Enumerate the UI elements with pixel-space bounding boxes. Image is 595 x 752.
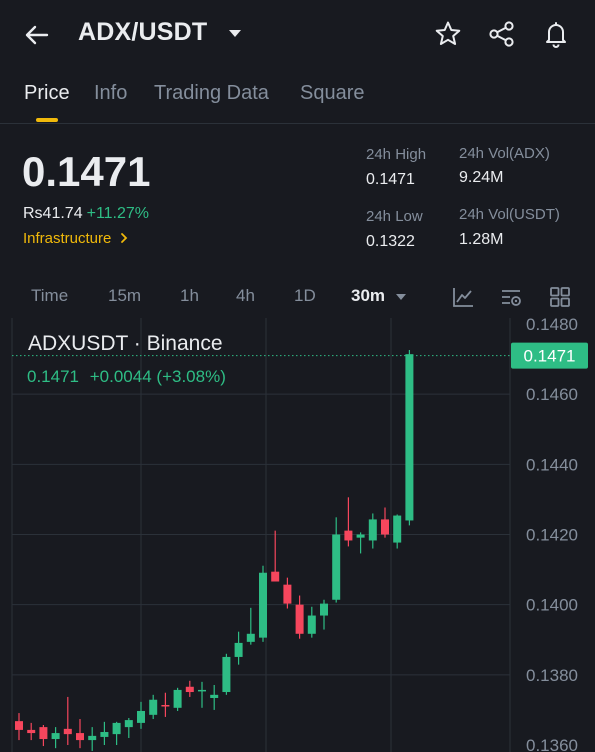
pair-selector[interactable]: ADX/USDT <box>78 18 208 46</box>
low-label: 24h Low <box>366 208 423 225</box>
candle-body <box>198 689 206 692</box>
chevron-down-icon[interactable] <box>226 24 244 42</box>
candle-body <box>320 603 328 616</box>
candle-body <box>76 733 84 741</box>
timeframe-15m[interactable]: 15m <box>108 286 142 305</box>
candle-body <box>88 735 97 741</box>
candle-body <box>27 729 36 734</box>
candle-body <box>100 732 109 737</box>
legend-change-pct: (+3.08%) <box>156 367 226 386</box>
y-tick-label: 0.1460 <box>526 385 578 404</box>
y-tick-label: 0.1420 <box>526 526 578 545</box>
candlestick-chart[interactable]: 0.1480 0.1460 0.1440 0.1420 0.1400 0.1380 0.13… <box>0 318 595 752</box>
fiat-price-row: Rs41.74 +11.27% <box>23 205 149 223</box>
top-bar: ADX/USDT <box>0 0 595 70</box>
y-tick-label: 0.1400 <box>526 596 578 615</box>
timeframe-1d[interactable]: 1D <box>294 286 316 305</box>
candle-body <box>51 733 60 740</box>
candle-body <box>259 572 267 638</box>
candle-body <box>124 720 133 728</box>
candle-body <box>295 604 304 634</box>
high-label: 24h High <box>366 146 427 163</box>
candle-body <box>161 705 170 707</box>
candle-body <box>63 728 72 735</box>
candle-body <box>381 519 389 535</box>
tab-info[interactable]: Info <box>94 82 128 104</box>
fiat-price: Rs41.74 <box>23 205 83 222</box>
tab-trading-data[interactable]: Trading Data <box>154 82 269 104</box>
candle-body <box>234 642 243 657</box>
candle-body <box>307 615 316 634</box>
candle-body <box>393 515 402 543</box>
divider <box>0 123 595 124</box>
candle-body <box>185 686 194 693</box>
tab-price[interactable]: Price <box>24 82 70 104</box>
y-tick-label: 0.1480 <box>526 318 578 334</box>
candle-body <box>368 519 377 541</box>
legend-last: 0.1471 <box>27 367 79 386</box>
candle-body <box>222 656 231 693</box>
candle-body <box>356 534 365 538</box>
star-icon[interactable] <box>433 19 463 49</box>
chevron-down-icon[interactable] <box>395 292 407 302</box>
back-arrow-icon[interactable] <box>22 20 52 50</box>
candle-body <box>173 689 182 708</box>
y-tick-label: 0.1380 <box>526 666 578 685</box>
candle-body <box>15 721 23 730</box>
vol-base-value: 9.24M <box>459 169 504 186</box>
candle-body <box>283 584 292 604</box>
candle-body <box>149 699 158 715</box>
chart-settings-icon[interactable] <box>499 285 523 309</box>
share-icon[interactable] <box>487 19 517 49</box>
candle-body <box>332 534 341 600</box>
candle-body <box>271 571 280 582</box>
y-tick-label: 0.1360 <box>526 736 578 752</box>
candle-body <box>112 722 121 735</box>
active-tab-indicator <box>36 118 58 122</box>
change-percent: +11.27% <box>86 205 150 222</box>
vol-quote-label: 24h Vol(USDT) <box>459 206 560 223</box>
category-label: Infrastructure <box>23 230 112 247</box>
last-price-badge <box>511 342 588 369</box>
timeframe-1h[interactable]: 1h <box>180 286 199 305</box>
high-value: 0.1471 <box>366 171 415 188</box>
timeframe-bar: Time 15m 1h 4h 1D 30m <box>0 278 595 314</box>
tab-bar: Price Info Trading Data Square <box>0 78 595 122</box>
category-link[interactable]: Infrastructure <box>23 230 129 247</box>
candle-body <box>137 710 145 723</box>
chart-title: ADXUSDT · Binance <box>28 332 223 355</box>
low-value: 0.1322 <box>366 233 415 250</box>
tab-square[interactable]: Square <box>300 82 365 104</box>
timeframe-4h[interactable]: 4h <box>236 286 255 305</box>
legend-change: +0.0044 <box>89 367 152 386</box>
grid-layout-icon[interactable] <box>548 285 572 309</box>
candle-body <box>210 694 219 698</box>
last-price-label: 0.1471 <box>524 347 576 366</box>
candle-body <box>344 530 353 541</box>
candle-body <box>405 354 414 521</box>
vol-quote-value: 1.28M <box>459 231 504 248</box>
timeframe-30m[interactable]: 30m <box>351 286 386 305</box>
chevron-right-icon <box>120 233 127 243</box>
last-price: 0.1471 <box>22 148 151 195</box>
y-tick-label: 0.1440 <box>526 455 578 474</box>
indicator-chart-icon[interactable] <box>451 285 475 309</box>
bell-icon[interactable] <box>541 19 571 49</box>
candle-body <box>246 633 255 642</box>
vol-base-label: 24h Vol(ADX) <box>459 145 550 162</box>
candle-body <box>39 727 48 740</box>
chart-legend-values: 0.1471 +0.0044 (+3.08%) <box>27 367 226 387</box>
timeframe-time[interactable]: Time <box>31 286 69 305</box>
